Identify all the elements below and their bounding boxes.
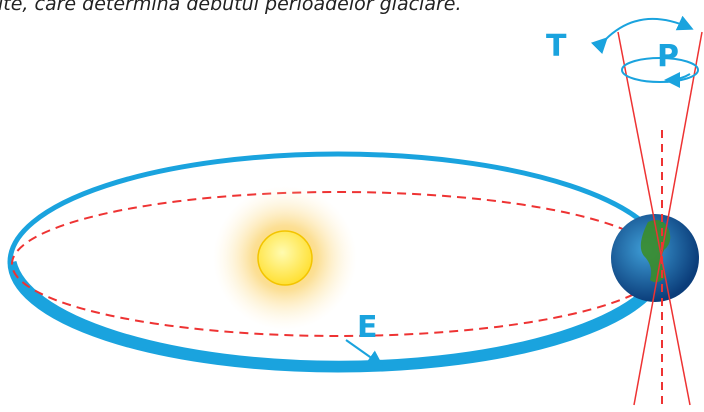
label-t: T — [546, 29, 567, 64]
label-e: E — [357, 310, 378, 345]
caption: ite, care determină debutul perioadelor … — [0, 0, 462, 15]
label-p: P — [657, 39, 679, 74]
cone-line — [618, 32, 690, 405]
sun — [258, 231, 312, 285]
tilt-arrow — [605, 19, 690, 40]
diagram: ite, care determină debutul perioadelor … — [0, 0, 704, 412]
